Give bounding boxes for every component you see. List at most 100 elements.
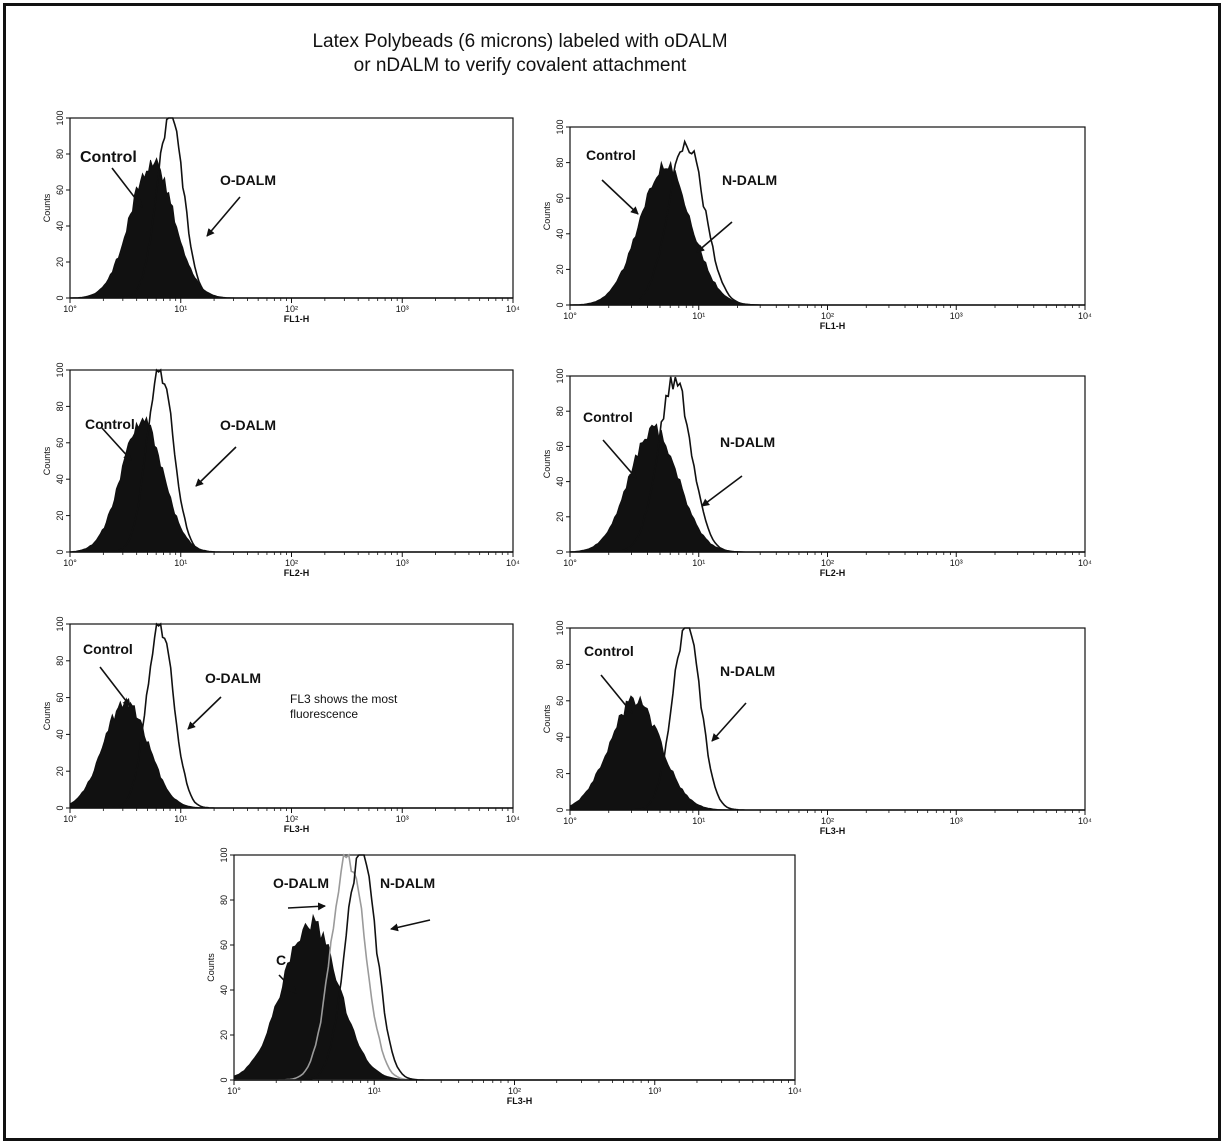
figure-frame	[3, 3, 1221, 1141]
y-tick-label: 40	[555, 229, 565, 239]
x-tick-label: 10³	[950, 311, 963, 321]
annotation-arrow	[390, 919, 431, 932]
y-tick-label: 0	[555, 807, 565, 812]
series-n-dalm-histogram	[234, 854, 795, 1081]
y-tick-label: 0	[55, 549, 65, 554]
y-tick-label: 40	[55, 474, 65, 484]
series-control-histogram	[569, 695, 1085, 811]
x-tick-label: 10³	[950, 558, 963, 568]
x-tick-label: 10²	[285, 558, 298, 568]
annotation-label: N-DALM	[722, 172, 777, 188]
annotation-arrow	[601, 179, 639, 215]
y-tick-label: 100	[55, 362, 65, 377]
x-axis-label: FL3-H	[820, 826, 846, 836]
series-n-dalm-histogram	[570, 376, 1085, 553]
x-tick-label: 10°	[227, 1086, 241, 1096]
x-tick-label: 10⁴	[1078, 311, 1092, 321]
annotation-arrow	[701, 475, 743, 507]
series-o-dalm-histogram	[70, 368, 513, 553]
y-tick-label: 80	[555, 406, 565, 416]
x-tick-label: 10°	[63, 558, 77, 568]
x-tick-label: 10⁴	[788, 1086, 802, 1096]
x-tick-label: 10²	[285, 304, 298, 314]
annotation-label: N-DALM	[720, 434, 775, 450]
x-tick-label: 10°	[563, 311, 577, 321]
annotation-label: Control	[583, 409, 633, 425]
y-tick-label: 20	[555, 512, 565, 522]
annotation-label: O-DALM	[220, 417, 276, 433]
y-axis-label: Counts	[542, 449, 552, 478]
annotation-label: C	[276, 952, 286, 968]
x-tick-label: 10¹	[692, 558, 705, 568]
annotation-arrow	[711, 702, 747, 742]
annotation-arrow	[278, 974, 297, 994]
y-tick-label: 0	[55, 805, 65, 810]
annotation-label: Control	[83, 641, 133, 657]
x-tick-label: 10³	[396, 814, 409, 824]
annotation-arrow	[696, 221, 733, 253]
x-tick-label: 10²	[821, 816, 834, 826]
histogram-panel-1: 0 20 40 60 80 100 10° 10¹ 10² 10³ 10⁴ FL1-H Counts Co…	[42, 110, 520, 324]
x-tick-label: 10°	[563, 558, 577, 568]
x-tick-label: 10⁴	[1078, 558, 1092, 568]
histogram-panel-3: 0 20 40 60 80 100 10° 10¹ 10² 10³ 10⁴ FL2-H Counts Co…	[42, 362, 520, 578]
series-control-histogram	[69, 157, 513, 299]
y-axis-label: Counts	[542, 704, 552, 733]
series-control-histogram	[569, 160, 1085, 306]
y-tick-label: 60	[555, 441, 565, 451]
x-tick-label: 10¹	[692, 816, 705, 826]
y-tick-label: 60	[555, 696, 565, 706]
y-tick-label: 100	[555, 368, 565, 383]
histogram-panel-5: 0 20 40 60 80 100 10° 10¹ 10² 10³ 10⁴ FL3-H Counts Co…	[42, 616, 520, 834]
series-o-dalm-histogram	[70, 117, 513, 299]
annotation-arrow	[187, 696, 222, 730]
x-tick-label: 10¹	[174, 304, 187, 314]
histogram-panel-4: 0 20 40 60 80 100 10° 10¹ 10² 10³ 10⁴ FL2-H Counts Co…	[542, 368, 1092, 578]
y-tick-label: 40	[555, 732, 565, 742]
series-n-dalm-histogram	[570, 139, 1085, 306]
annotation-label: Control	[586, 147, 636, 163]
figure-title-line-2: or nDALM to verify covalent attachment	[353, 55, 687, 76]
y-tick-label: 40	[55, 221, 65, 231]
figure-title-line-1: Latex Polybeads (6 microns) labeled with…	[312, 31, 728, 52]
histogram-panel-7: 0 20 40 60 80 100 10° 10¹ 10² 10³ 10⁴ FL3-H Counts O-…	[206, 847, 802, 1106]
annotation-arrow	[101, 427, 132, 461]
x-axis-label: FL3-H	[284, 824, 310, 834]
histogram-panel-6: 0 20 40 60 80 100 10° 10¹ 10² 10³ 10⁴ FL3-H Counts Co…	[542, 620, 1092, 836]
x-tick-label: 10°	[63, 814, 77, 824]
y-tick-label: 40	[555, 477, 565, 487]
y-tick-label: 80	[55, 656, 65, 666]
x-tick-label: 10⁴	[1078, 816, 1092, 826]
y-tick-label: 0	[555, 302, 565, 307]
histogram-panel-2: 0 20 40 60 80 100 10° 10¹ 10² 10³ 10⁴ FL1-H Counts Co…	[542, 119, 1092, 331]
annotation-label: O-DALM	[273, 875, 329, 891]
y-tick-label: 100	[555, 620, 565, 635]
x-tick-label: 10²	[821, 558, 834, 568]
x-tick-label: 10°	[563, 816, 577, 826]
annotation-arrow	[206, 196, 241, 237]
x-tick-label: 10²	[285, 814, 298, 824]
x-tick-label: 10¹	[692, 311, 705, 321]
y-tick-label: 100	[55, 110, 65, 125]
x-tick-label: 10⁴	[506, 558, 520, 568]
x-axis-label: FL1-H	[284, 314, 310, 324]
y-tick-label: 0	[555, 549, 565, 554]
annotation-label: Control	[85, 416, 135, 432]
y-tick-label: 60	[219, 940, 229, 950]
x-tick-label: 10⁴	[506, 304, 520, 314]
y-axis-label: Counts	[42, 701, 52, 730]
y-axis-label: Counts	[542, 201, 552, 230]
y-tick-label: 0	[55, 295, 65, 300]
y-tick-label: 20	[55, 511, 65, 521]
x-tick-label: 10¹	[368, 1086, 381, 1096]
x-tick-label: 10³	[648, 1086, 661, 1096]
annotation-arrow	[195, 446, 237, 487]
annotation-label: O-DALM	[220, 172, 276, 188]
series-control-histogram	[569, 423, 1085, 553]
y-axis-label: Counts	[206, 953, 216, 982]
y-tick-label: 60	[55, 438, 65, 448]
y-tick-label: 20	[555, 769, 565, 779]
series-control-histogram	[69, 416, 513, 553]
y-tick-label: 80	[555, 659, 565, 669]
